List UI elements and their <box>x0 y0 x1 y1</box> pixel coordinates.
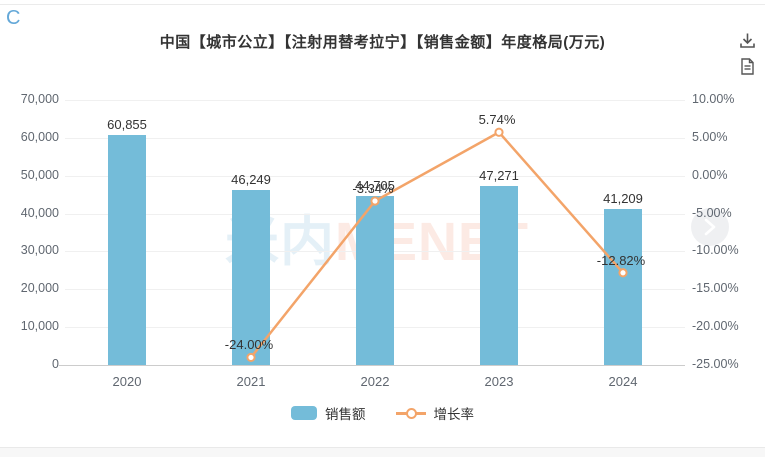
rate-label-2024: -12.82% <box>596 252 646 268</box>
page-title: 中国【城市公立】【注射用替考拉宁】【销售金额】年度格局(万元) <box>159 34 606 51</box>
legend-label-sales: 销售额 <box>325 407 366 422</box>
grid-line <box>59 365 685 366</box>
line-marker-2021[interactable] <box>246 352 256 363</box>
bar-swatch-icon <box>291 406 317 420</box>
line-marker-2023[interactable] <box>494 127 504 137</box>
y-axis-right-tick-label: -15.00% <box>692 281 739 296</box>
y-axis-right-tick-label: -20.00% <box>692 319 739 334</box>
chart-legend: 销售额 增长率 <box>0 403 765 423</box>
bar-2024[interactable] <box>604 208 642 365</box>
carousel-next-button[interactable] <box>691 208 729 246</box>
line-swatch-icon <box>395 406 426 420</box>
x-axis-tick-label: 2023 <box>484 374 514 389</box>
bar-2020[interactable] <box>108 134 146 365</box>
report-icon[interactable] <box>738 57 758 76</box>
y-axis-left-tick-label: 40,000 <box>20 205 59 220</box>
rate-label-2021: -24.00% <box>224 337 274 353</box>
legend-item-growth[interactable]: 增长率 <box>395 403 475 423</box>
growth-line <box>246 127 628 363</box>
x-axis-tick-label: 2022 <box>360 374 390 389</box>
y-axis-left-tick-label: 70,000 <box>20 92 59 106</box>
chart-toolbar <box>738 31 758 76</box>
bar-value-label: 46,249 <box>231 171 271 187</box>
y-axis-left-tick-label: 60,000 <box>20 129 59 144</box>
y-axis-left-tick-label: 10,000 <box>20 319 59 334</box>
bar-value-label: 41,209 <box>603 190 643 206</box>
y-axis-right-tick-label: -25.00% <box>692 357 739 371</box>
line-swatch-circle <box>405 408 417 419</box>
growth-line-path <box>250 131 624 359</box>
grid-line <box>65 175 685 177</box>
rate-label-2022: -3.34% <box>352 181 394 196</box>
y-axis-left-tick-label: 30,000 <box>20 243 59 258</box>
top-divider <box>0 4 765 5</box>
y-axis-right-tick-label: 10.00% <box>692 92 735 106</box>
corner-logo-text: C <box>6 7 21 29</box>
bottom-strip <box>0 447 765 457</box>
x-axis-tick-label: 2024 <box>608 374 638 389</box>
x-axis-tick-label: 2020 <box>112 374 142 389</box>
bar-value-label: 44,705 <box>355 177 395 193</box>
y-axis-left-tick-label: 50,000 <box>20 167 59 182</box>
line-marker-2022[interactable] <box>370 196 380 206</box>
y-axis-right-tick-label: -5.00% <box>692 205 732 220</box>
y-axis-right-tick-label: 0.00% <box>692 167 728 182</box>
x-axis-tick-label: 2021 <box>236 374 266 389</box>
legend-item-sales[interactable]: 销售额 <box>291 403 366 423</box>
y-axis-right-tick-label: -10.00% <box>692 243 739 258</box>
bar-2022[interactable] <box>356 195 394 365</box>
y-axis-left-tick-label: 20,000 <box>20 281 59 296</box>
chart-plot-area: 米内MENET 70,000 10.00% 60,000 5.00% 50,000 0.0… <box>21 92 739 389</box>
download-icon[interactable] <box>738 31 758 50</box>
grid-line <box>65 137 685 139</box>
line-marker-2024[interactable] <box>618 268 628 278</box>
rate-label-2023: 5.74% <box>478 112 516 128</box>
legend-label-growth: 增长率 <box>433 407 475 422</box>
bar-2023[interactable] <box>480 186 518 365</box>
bar-value-label: 60,855 <box>107 116 147 132</box>
bar-value-label: 47,271 <box>479 168 519 184</box>
grid-line <box>65 100 685 101</box>
y-axis-left-tick-label: 0 <box>52 357 59 371</box>
bar-2021[interactable] <box>232 189 270 365</box>
chevron-right-icon <box>704 218 716 236</box>
y-axis-right-tick-label: 5.00% <box>692 129 728 144</box>
